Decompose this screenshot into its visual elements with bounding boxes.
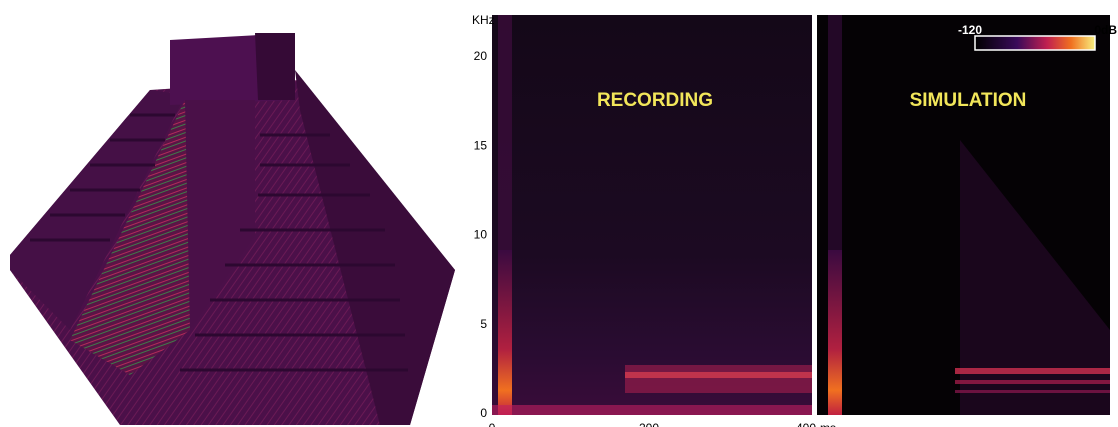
spectrogram-images (492, 15, 1110, 415)
x-tick-label: 400 (796, 421, 816, 427)
y-tick-label: 15 (474, 138, 488, 152)
y-tick-label: 0 (480, 406, 487, 420)
y-unit: KHz (472, 13, 495, 27)
y-tick-label: 10 (474, 228, 488, 242)
colorbar-min: -120 (958, 23, 982, 37)
x-tick-label: 200 (639, 421, 659, 427)
panel-label: SIMULATION (910, 90, 1027, 111)
colorbar-max: 0dB (1094, 23, 1117, 37)
x-unit: ms (820, 421, 836, 427)
pyramid-render (10, 33, 455, 425)
panel-label: RECORDING (597, 90, 713, 111)
x-tick-label: 0 (489, 421, 496, 427)
y-tick-label: 5 (480, 317, 487, 331)
y-tick-label: 20 (474, 49, 488, 63)
